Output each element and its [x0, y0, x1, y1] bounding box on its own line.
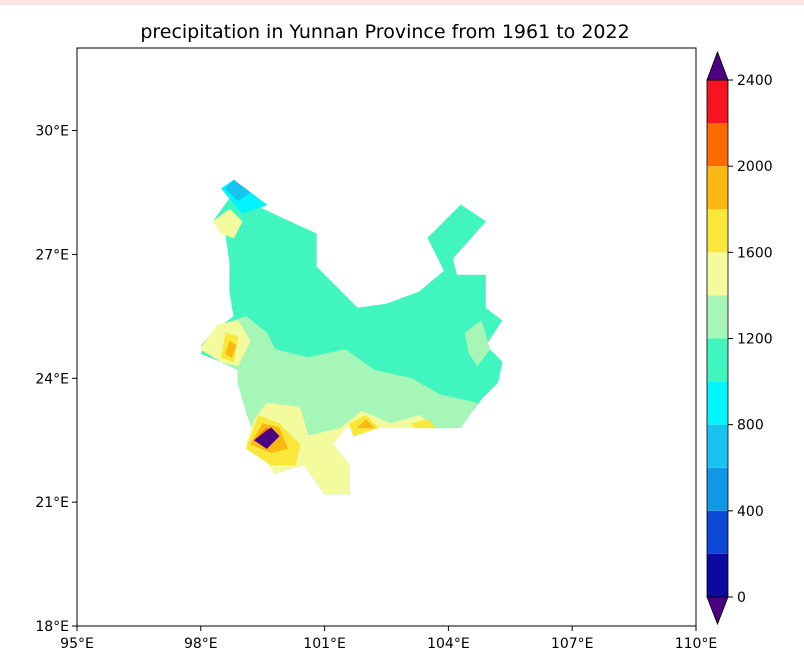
contour-region-5: [212, 208, 243, 239]
y-tick-label: 27°E: [35, 247, 69, 263]
colorbar-band: [707, 467, 728, 511]
contour-region-8: [410, 419, 437, 429]
colorbar-extend-max: [706, 50, 729, 81]
colorbar-tick-label: 0: [737, 590, 746, 606]
colorbar-band: [707, 510, 728, 554]
y-axis: 18°E 21°E 24°E 27°E 30°E: [35, 124, 77, 635]
x-axis: 95°E 98°E 101°E 104°E 107°E 110°E: [60, 626, 717, 652]
contour-region-2: [464, 319, 491, 367]
colorbar-tick-label: 1600: [737, 245, 773, 261]
colorbar-tick-label: 2400: [737, 73, 773, 89]
colorbar-band: [707, 424, 728, 468]
colorbar-band: [707, 553, 728, 597]
contour-region-11: [356, 419, 375, 429]
colorbar-band: [707, 295, 728, 339]
x-tick-label: 101°E: [303, 636, 346, 652]
colorbar: 0 400 800 1200 1600 2000 2400: [706, 50, 773, 626]
contour-region-16: [225, 179, 251, 202]
chart-title: precipitation in Yunnan Province from 19…: [140, 21, 629, 43]
colorbar-tick-label: 2000: [737, 159, 773, 175]
colorbar-tick-label: 400: [737, 504, 764, 520]
x-tick-label: 104°E: [427, 636, 470, 652]
colorbar-band: [707, 338, 728, 382]
contour-region-3: [245, 402, 437, 495]
colorbar-band: [707, 123, 728, 167]
colorbar-band: [707, 252, 728, 296]
colorbar-extend-min: [706, 596, 729, 626]
x-tick-label: 98°E: [184, 636, 218, 652]
y-tick-label: 18°E: [35, 619, 69, 635]
colorbar-band: [707, 209, 728, 253]
y-tick-label: 30°E: [35, 124, 69, 140]
y-tick-label: 21°E: [35, 495, 69, 511]
contour-region-14: [253, 427, 280, 449]
plot-frame: [76, 47, 697, 627]
x-tick-label: 110°E: [675, 636, 718, 652]
colorbar-band: [707, 166, 728, 210]
x-tick-label: 95°E: [60, 636, 94, 652]
colorbar-tick-label: 1200: [737, 332, 773, 348]
contour-region-12: [225, 340, 237, 359]
x-tick-label: 107°E: [551, 636, 594, 652]
contour-regions: [200, 179, 503, 495]
colorbar-band: [707, 80, 728, 124]
colorbar-tick-label: 800: [737, 418, 764, 434]
colorbar-band: [707, 381, 728, 425]
top-band: [0, 0, 804, 5]
y-tick-label: 24°E: [35, 371, 69, 387]
